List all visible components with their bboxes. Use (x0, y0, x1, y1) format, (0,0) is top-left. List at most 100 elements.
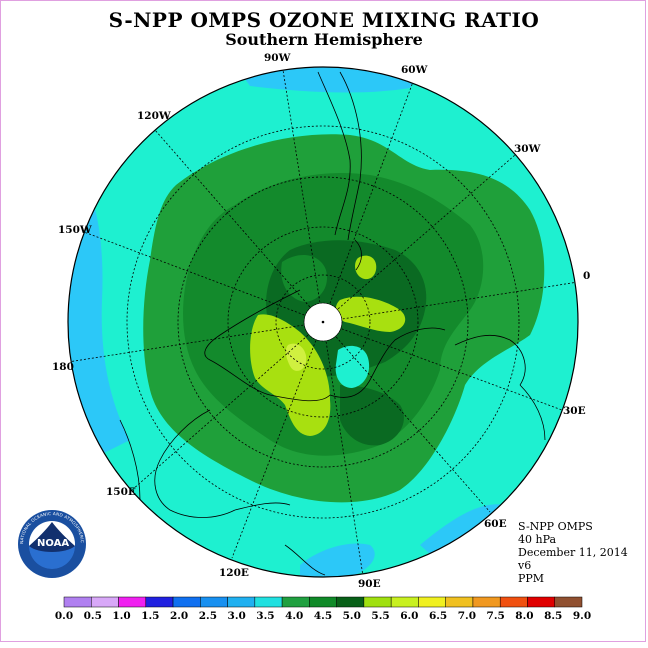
meridian-0 (322, 281, 578, 323)
meridian-180 (68, 321, 324, 363)
graticule (68, 69, 578, 577)
meridian-60w (322, 81, 414, 323)
meridian-90w (282, 69, 324, 323)
colorbar-tick-label: 3.5 (256, 610, 274, 622)
colorbar-tick-label: 8.0 (515, 610, 533, 622)
noaa-logo: NOAA NATIONAL OCEANIC AND ATMOSPHERIC AD… (16, 508, 88, 580)
colorbar-tick-label: 7.5 (487, 610, 505, 622)
colorbar-swatch (254, 596, 283, 608)
coast-southeast-asia (284, 544, 326, 576)
colorbar-tick-label: 3.0 (228, 610, 246, 622)
colorbar-swatch (118, 596, 147, 608)
fill-4-5-to-5-0-pocket (281, 255, 328, 302)
meridian-30e (322, 321, 563, 411)
colorbar-swatch (527, 596, 555, 608)
colorbar-swatch (445, 596, 474, 608)
colorbar-tick-label: 4.5 (314, 610, 332, 622)
coast-australia-southwest (154, 409, 236, 518)
meridian-30w (322, 154, 516, 323)
colorbar-swatch (227, 596, 256, 608)
colorbar-swatch (200, 596, 228, 608)
info-instrument: S-NPP OMPS (518, 520, 593, 533)
colorbar-tick-label: 6.0 (400, 610, 418, 622)
colorbar-tick-label: 1.0 (112, 610, 130, 622)
coast-antarctica-east (329, 327, 446, 398)
colorbar-tick-label: 1.5 (141, 610, 159, 622)
meridian-90e (322, 321, 364, 577)
lon-label-60e: 60E (484, 518, 507, 530)
fill-6-0-to-6-5 (285, 343, 307, 371)
colorbar-tick-label: 2.5 (199, 610, 217, 622)
lon-label-30w: 30W (514, 143, 541, 155)
coastlines (119, 71, 546, 576)
coast-south-america-east (339, 71, 362, 241)
polar-cap-dots (303, 302, 343, 342)
colorbar-swatch (499, 596, 528, 608)
lon-label-180: 180 (52, 361, 74, 373)
colorbar-tick-label: 5.5 (371, 610, 389, 622)
coast-australia-south (234, 502, 291, 511)
colorbar-swatch (418, 596, 446, 608)
info-units: PPM (518, 572, 545, 585)
fill-3-0-to-3-5-south (300, 543, 375, 577)
fill-3-5-to-4-0-pocket (335, 345, 370, 388)
coast-africa-south (454, 334, 526, 386)
lon-label-90w: 90W (264, 52, 291, 64)
colorbar: 0.0 0.5 1.0 1.5 2.0 2.5 3.0 3.5 4.0 4.5 5.0 5.5 6.0 6… (55, 596, 591, 622)
lon-label-30e: 30E (563, 405, 586, 417)
colorbar-swatch (309, 596, 337, 608)
colorbar-tick-label: 5.0 (343, 610, 361, 622)
lat-circle-60 (177, 176, 469, 468)
colorbar-swatch (390, 596, 419, 608)
lon-label-120w: 120W (137, 110, 171, 122)
figure-title: S-NPP OMPS OZONE MIXING RATIO (108, 8, 540, 32)
colorbar-swatch (145, 596, 174, 608)
coast-antarctic-peninsula (354, 239, 362, 271)
south-pole-marker (321, 320, 325, 324)
colorbar-swatch (281, 596, 310, 608)
figure-subtitle: Southern Hemisphere (225, 30, 423, 49)
fill-5-5-to-6-0-main (250, 314, 331, 436)
lon-label-150e: 150E (106, 486, 136, 498)
lat-circle-50 (126, 125, 520, 519)
coast-new-zealand (119, 419, 141, 501)
lat-circle-70 (227, 226, 419, 418)
colorbar-tick-label: 0.5 (84, 610, 102, 622)
colorbar-tick-label: 8.5 (544, 610, 562, 622)
colorbar-tick-label: 4.0 (285, 610, 303, 622)
coast-africa-east (519, 384, 546, 441)
map-boundary (67, 66, 579, 578)
lon-label-60w: 60W (401, 64, 428, 76)
info-version: v6 (518, 559, 532, 572)
info-block: S-NPP OMPS 40 hPa December 11, 2014 v6 P… (518, 520, 628, 585)
meridian-150w (83, 231, 324, 323)
lon-label-0: 0 (583, 270, 590, 282)
colorbar-swatch (91, 596, 119, 608)
longitude-labels: 90W 60W 30W 0 30E 60E 90E 120E 150E 180 … (52, 52, 590, 590)
fill-5-0-to-5-5-lobe (340, 385, 404, 446)
coast-antarctica-west (204, 289, 331, 402)
info-date: December 11, 2014 (518, 546, 628, 559)
meridian-120w (154, 129, 324, 323)
lat-circle-80 (275, 274, 371, 370)
colorbar-swatch (63, 596, 92, 608)
colorbar-tick-label: 2.0 (170, 610, 188, 622)
lon-label-150w: 150W (58, 224, 92, 236)
noaa-logo-water (29, 546, 75, 569)
colorbar-swatch (336, 596, 365, 608)
lon-label-120e: 120E (219, 567, 249, 579)
noaa-logo-wordmark: NOAA (37, 538, 69, 549)
lon-label-90e: 90E (358, 578, 381, 590)
info-level: 40 hPa (518, 533, 557, 546)
colorbar-tick-label: 7.0 (458, 610, 476, 622)
colorbar-tick-label: 6.5 (429, 610, 447, 622)
colorbar-tick-label: 9.0 (573, 610, 591, 622)
colorbar-swatch (554, 596, 583, 608)
colorbar-tick-label: 0.0 (55, 610, 73, 622)
colorbar-swatch (363, 596, 392, 608)
coast-south-america-west (317, 71, 351, 236)
colorbar-swatch (472, 596, 501, 608)
colorbar-swatch (172, 596, 201, 608)
